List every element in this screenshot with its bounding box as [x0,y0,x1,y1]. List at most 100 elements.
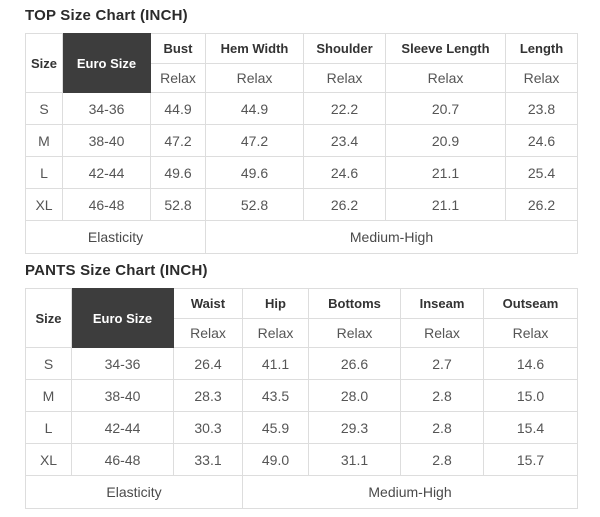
data-cell: 2.7 [400,347,484,380]
fit-type-cell: Relax [303,63,386,93]
table-row: M 38-40 47.2 47.2 23.4 20.9 24.6 [25,124,578,157]
bottoms-column-header: Bottoms [308,288,401,319]
fit-type-cell: Relax [400,318,484,348]
size-column-header: Size [25,33,63,93]
pants-chart-title: PANTS Size Chart (INCH) [25,262,208,279]
size-cell: M [25,124,63,157]
data-cell: 22.2 [303,92,386,125]
euro-size-cell: 34-36 [62,92,151,125]
table-row: L 42-44 49.6 49.6 24.6 21.1 25.4 [25,156,578,189]
hem-width-column-header: Hem Width [205,33,304,64]
elasticity-label-cell: Elasticity [25,475,243,509]
fit-type-cell: Relax [150,63,206,93]
data-cell: 23.8 [505,92,578,125]
data-cell: 21.1 [385,156,506,189]
data-cell: 30.3 [173,411,243,444]
table-row: S 34-36 44.9 44.9 22.2 20.7 23.8 [25,92,578,125]
bust-column-header: Bust [150,33,206,64]
euro-size-column-header: Euro Size [71,288,174,348]
table-row: XL 46-48 52.8 52.8 26.2 21.1 26.2 [25,188,578,221]
fit-type-cell: Relax [483,318,578,348]
data-cell: 41.1 [242,347,309,380]
data-cell: 2.8 [400,443,484,476]
data-cell: 47.2 [150,124,206,157]
data-cell: 15.7 [483,443,578,476]
data-cell: 52.8 [150,188,206,221]
elasticity-label-cell: Elasticity [25,220,206,254]
table-row: XL 46-48 33.1 49.0 31.1 2.8 15.7 [25,443,578,476]
fit-type-cell: Relax [242,318,309,348]
data-cell: 2.8 [400,379,484,412]
data-cell: 24.6 [303,156,386,189]
data-cell: 20.9 [385,124,506,157]
data-cell: 24.6 [505,124,578,157]
data-cell: 44.9 [205,92,304,125]
outseam-column-header: Outseam [483,288,578,319]
size-cell: S [25,92,63,125]
size-cell: L [25,411,72,444]
data-cell: 33.1 [173,443,243,476]
top-size-chart-section: TOP Size Chart (INCH) Size Euro Size Bus… [25,7,600,254]
euro-size-cell: 42-44 [71,411,174,444]
data-cell: 31.1 [308,443,401,476]
data-cell: 47.2 [205,124,304,157]
data-cell: 26.2 [303,188,386,221]
data-cell: 52.8 [205,188,304,221]
data-cell: 49.6 [205,156,304,189]
data-cell: 26.2 [505,188,578,221]
fit-type-cell: Relax [173,318,243,348]
data-cell: 2.8 [400,411,484,444]
fit-type-cell: Relax [205,63,304,93]
data-cell: 49.0 [242,443,309,476]
euro-size-cell: 34-36 [71,347,174,380]
sleeve-length-column-header: Sleeve Length [385,33,506,64]
table-row: M 38-40 28.3 43.5 28.0 2.8 15.0 [25,379,578,412]
top-header-row: Size Euro Size Bust Hem Width Shoulder S… [25,33,578,93]
size-cell: M [25,379,72,412]
data-cell: 44.9 [150,92,206,125]
size-cell: XL [25,188,63,221]
data-cell: 20.7 [385,92,506,125]
data-cell: 23.4 [303,124,386,157]
top-size-table: Size Euro Size Bust Hem Width Shoulder S… [25,33,578,254]
data-cell: 15.0 [483,379,578,412]
waist-column-header: Waist [173,288,243,319]
elasticity-row: Elasticity Medium-High [25,475,578,509]
elasticity-value-cell: Medium-High [205,220,578,254]
fit-type-cell: Relax [308,318,401,348]
data-cell: 15.4 [483,411,578,444]
euro-size-cell: 46-48 [71,443,174,476]
table-row: L 42-44 30.3 45.9 29.3 2.8 15.4 [25,411,578,444]
elasticity-row: Elasticity Medium-High [25,220,578,254]
data-cell: 26.6 [308,347,401,380]
euro-size-column-header: Euro Size [62,33,151,93]
length-column-header: Length [505,33,578,64]
size-cell: S [25,347,72,380]
hip-column-header: Hip [242,288,309,319]
fit-type-cell: Relax [505,63,578,93]
data-cell: 29.3 [308,411,401,444]
euro-size-cell: 46-48 [62,188,151,221]
data-cell: 14.6 [483,347,578,380]
size-column-header: Size [25,288,72,348]
pants-header-row: Size Euro Size Waist Hip Bottoms Inseam … [25,288,578,348]
inseam-column-header: Inseam [400,288,484,319]
data-cell: 21.1 [385,188,506,221]
euro-size-cell: 38-40 [71,379,174,412]
pants-fit-row: Relax Relax Relax Relax Relax [26,318,578,348]
data-cell: 25.4 [505,156,578,189]
table-row: S 34-36 26.4 41.1 26.6 2.7 14.6 [25,347,578,380]
data-cell: 28.0 [308,379,401,412]
data-cell: 45.9 [242,411,309,444]
fit-type-cell: Relax [385,63,506,93]
data-cell: 26.4 [173,347,243,380]
top-fit-row: Relax Relax Relax Relax Relax [26,63,578,93]
data-cell: 28.3 [173,379,243,412]
pants-size-table: Size Euro Size Waist Hip Bottoms Inseam … [25,288,578,509]
euro-size-cell: 38-40 [62,124,151,157]
elasticity-value-cell: Medium-High [242,475,578,509]
shoulder-column-header: Shoulder [303,33,386,64]
euro-size-cell: 42-44 [62,156,151,189]
size-cell: XL [25,443,72,476]
